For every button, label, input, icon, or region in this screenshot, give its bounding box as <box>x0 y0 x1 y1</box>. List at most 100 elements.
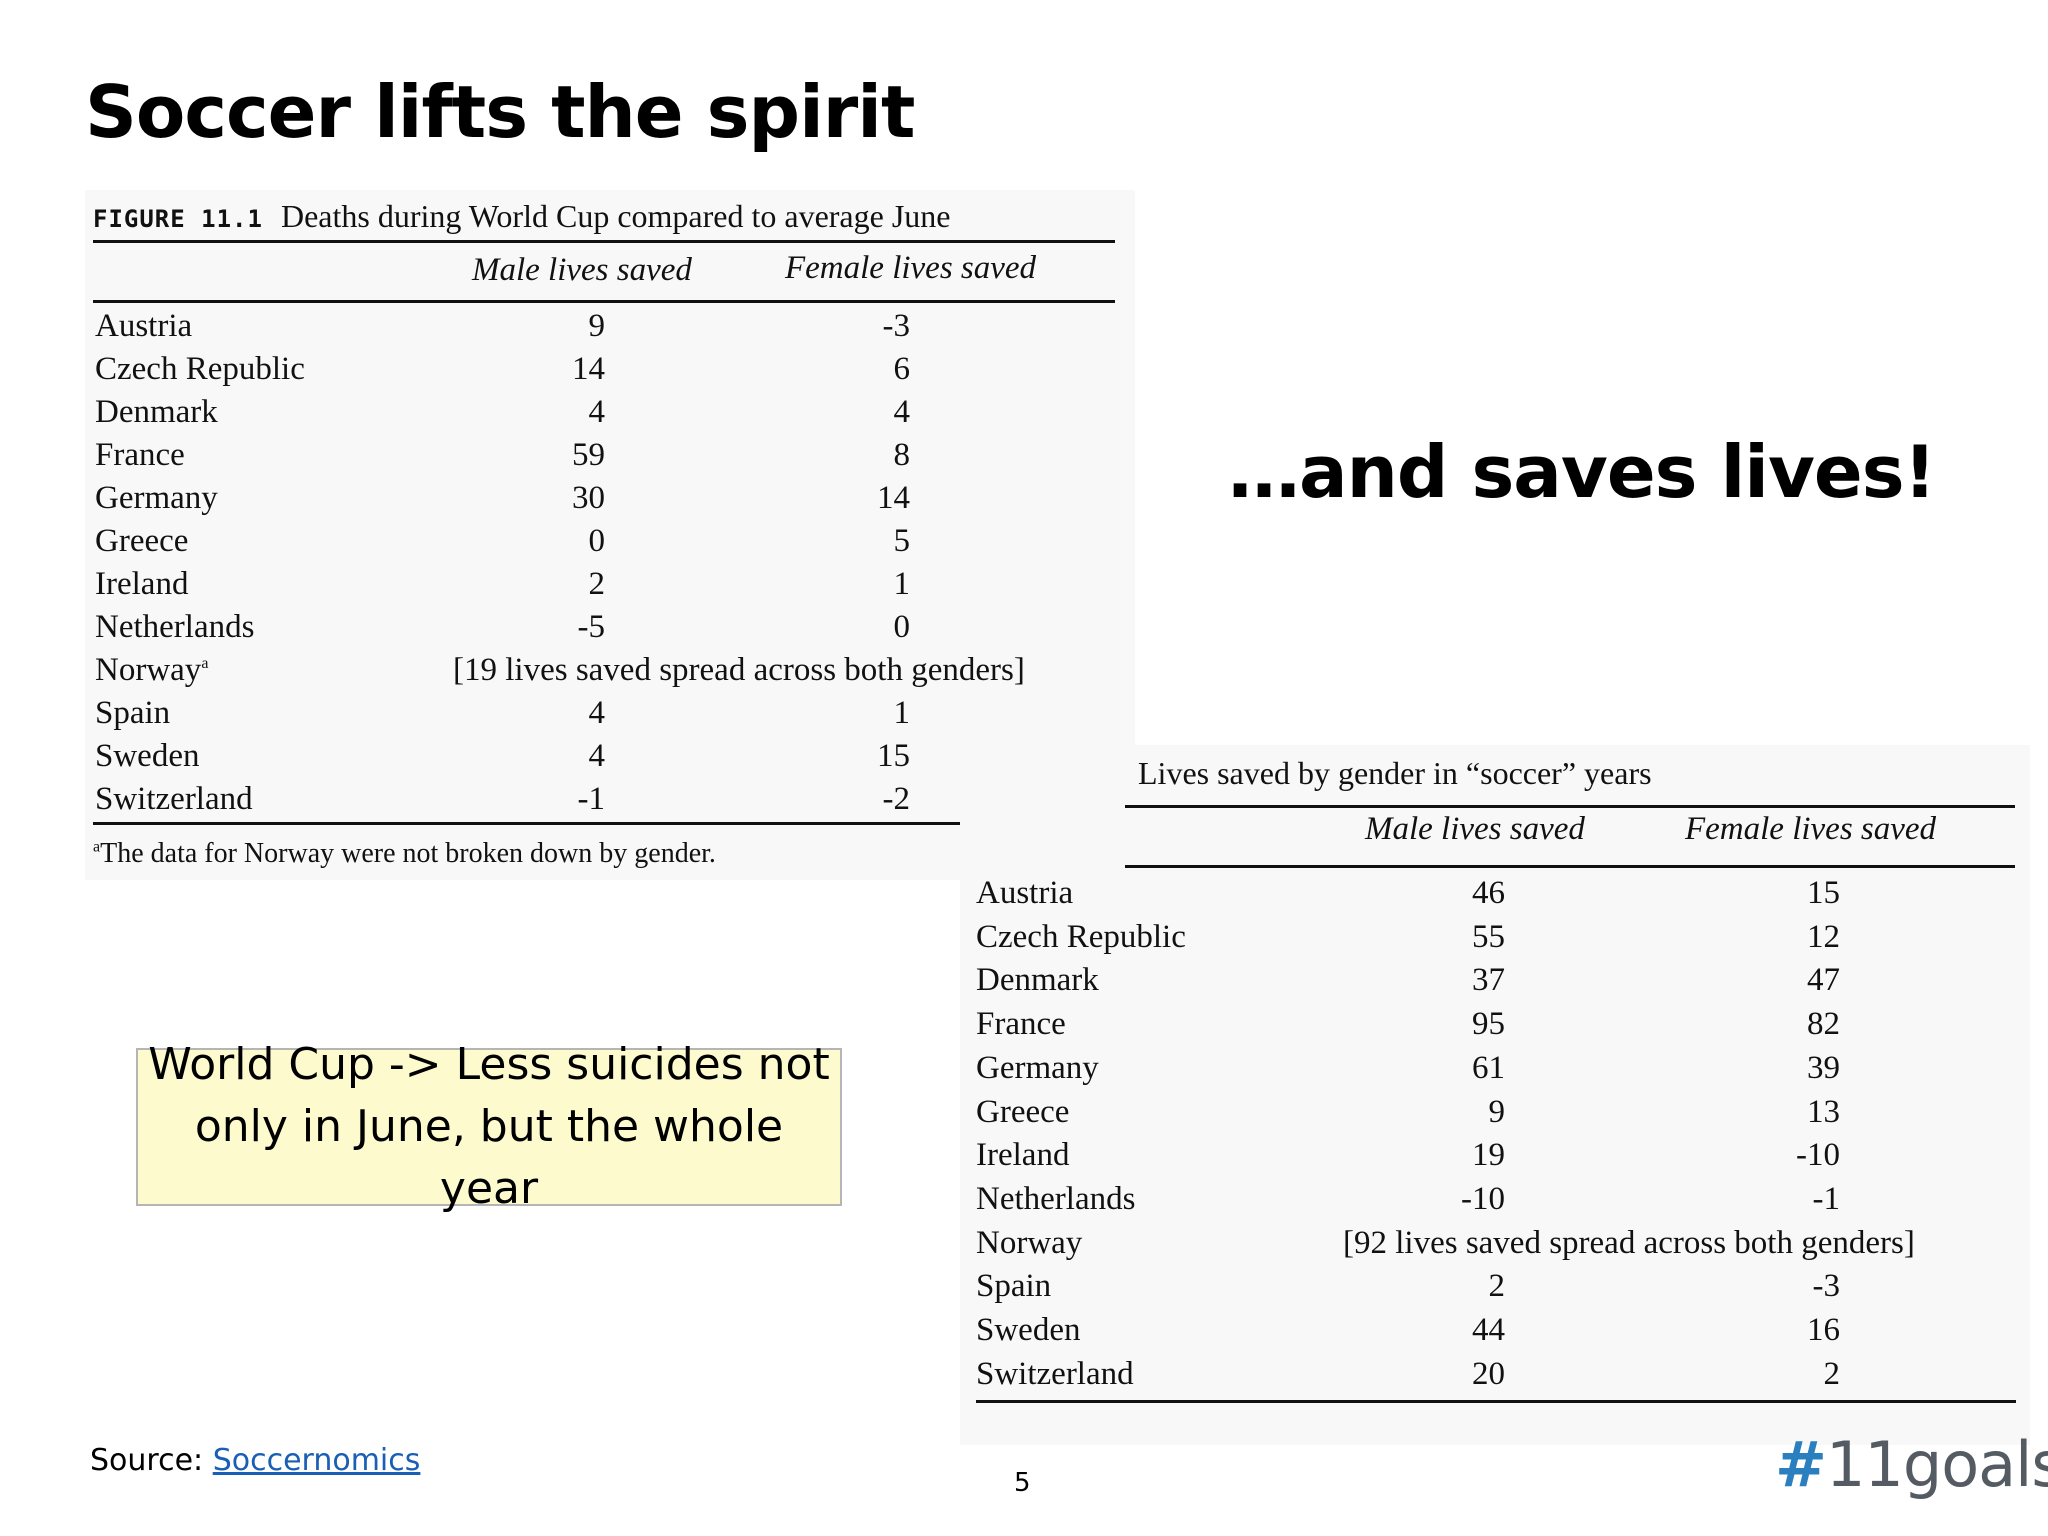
male-cell: 19 <box>1472 1137 1505 1174</box>
country-cell: Sweden <box>976 1312 1081 1348</box>
country-cell: Spain <box>976 1268 1052 1305</box>
country-cell-wrap: Norwaya <box>95 652 208 689</box>
table-row: Switzerland -1 -2 <box>85 781 1135 823</box>
male-cell: 14 <box>572 351 605 387</box>
country-cell: Germany <box>976 1049 1099 1086</box>
footnote-mark: a <box>201 655 209 672</box>
column-header-male: Male lives saved <box>1365 811 1585 847</box>
table-row: Denmark 4 4 <box>85 394 1135 436</box>
page-number: 5 <box>1014 1468 1031 1498</box>
female-cell: 1 <box>893 566 911 602</box>
male-cell: 37 <box>1472 962 1505 999</box>
country-cell: Germany <box>95 480 218 516</box>
female-cell: 15 <box>877 738 910 774</box>
country-cell: Czech Republic <box>976 918 1186 955</box>
footnote-mark: a <box>93 838 101 856</box>
female-cell: -2 <box>882 781 911 817</box>
spanning-cell: [19 lives saved spread across both gende… <box>453 652 1025 688</box>
footnote-text: The data for Norway were not broken down… <box>100 838 716 869</box>
male-cell: 4 <box>588 394 606 430</box>
country-cell: Denmark <box>976 962 1099 999</box>
source-line: Source: Soccernomics <box>90 1443 420 1478</box>
female-cell: 47 <box>1807 962 1840 999</box>
callout-box: World Cup -> Less suicides not only in J… <box>136 1039 842 1214</box>
table-row: Sweden 4 15 <box>85 738 1135 780</box>
female-cell: 16 <box>1807 1312 1840 1348</box>
male-cell: 0 <box>588 523 606 559</box>
country-cell: France <box>976 1006 1066 1043</box>
female-cell: 39 <box>1807 1049 1840 1086</box>
table-row: Czech Republic 14 6 <box>85 351 1135 393</box>
brand-logo: #11goals <box>1775 1428 2048 1501</box>
male-cell: -10 <box>1461 1180 1505 1217</box>
male-cell: 9 <box>1488 1093 1506 1130</box>
table-row: Switzerland 20 2 <box>960 1356 2030 1398</box>
spanning-cell: [92 lives saved spread across both gende… <box>1343 1224 1915 1261</box>
country-cell: Denmark <box>95 394 218 430</box>
female-cell: 12 <box>1807 918 1840 955</box>
male-cell: -1 <box>577 781 606 817</box>
country-cell: Ireland <box>976 1137 1070 1174</box>
table-row: Austria 46 15 <box>960 875 2030 917</box>
bottom-rule <box>93 822 1123 825</box>
female-cell: 4 <box>893 394 911 430</box>
female-cell: 15 <box>1807 875 1840 911</box>
soccer-years-table: Lives saved by gender in “soccer” years … <box>960 745 2030 1445</box>
caption-text: Deaths during World Cup compared to aver… <box>280 198 951 234</box>
male-cell: 4 <box>588 738 606 774</box>
table-row: Netherlands -5 0 <box>85 609 1135 651</box>
table-row: France 59 8 <box>85 437 1135 479</box>
top-rule <box>93 240 1115 243</box>
figure-label: FIGURE 11.1 <box>93 205 263 233</box>
table-row: Netherlands -10 -1 <box>960 1181 2030 1223</box>
country-cell: Netherlands <box>95 609 255 645</box>
country-cell: France <box>95 437 185 473</box>
brand-word: 11goals <box>1825 1428 2048 1501</box>
slide-title: Soccer lifts the spirit <box>85 70 915 154</box>
male-cell: 61 <box>1472 1049 1505 1086</box>
male-cell: 2 <box>1488 1268 1506 1305</box>
country-cell: Norway <box>976 1224 1083 1261</box>
table-row: Spain 2 -3 <box>960 1268 2030 1310</box>
table-row: Czech Republic 55 12 <box>960 919 2030 961</box>
table-row: Austria 9 -3 <box>85 308 1135 350</box>
male-cell: 46 <box>1472 875 1505 911</box>
country-cell: Ireland <box>95 566 189 602</box>
female-cell: 8 <box>893 437 911 473</box>
country-cell: Switzerland <box>976 1355 1134 1392</box>
country-cell: Switzerland <box>95 781 253 817</box>
male-cell: 95 <box>1472 1006 1505 1043</box>
country-cell: Norway <box>95 652 202 688</box>
table-row: Ireland 19 -10 <box>960 1137 2030 1179</box>
country-cell: Greece <box>95 523 189 559</box>
table-row: Spain 4 1 <box>85 695 1135 737</box>
source-link[interactable]: Soccernomics <box>212 1443 421 1478</box>
world-cup-june-table: FIGURE 11.1 Deaths during World Cup compa… <box>85 190 1135 880</box>
female-cell: -1 <box>1812 1180 1841 1217</box>
table-caption: Lives saved by gender in “soccer” years <box>1138 755 1652 791</box>
table-row: Denmark 37 47 <box>960 962 2030 1004</box>
male-cell: 4 <box>588 695 606 731</box>
female-cell: -3 <box>882 308 911 344</box>
column-header-female: Female lives saved <box>785 250 1037 286</box>
male-cell: 30 <box>572 480 605 516</box>
table-row: Ireland 2 1 <box>85 566 1135 608</box>
male-cell: 44 <box>1472 1312 1505 1348</box>
country-cell: Austria <box>976 875 1074 911</box>
column-header-female: Female lives saved <box>1685 811 1937 847</box>
table-caption: FIGURE 11.1 Deaths during World Cup compa… <box>93 198 950 235</box>
male-cell: 55 <box>1472 918 1505 955</box>
source-label: Source: <box>90 1443 213 1478</box>
male-cell: 9 <box>588 308 606 344</box>
male-cell: 59 <box>572 437 605 473</box>
country-cell: Greece <box>976 1093 1070 1130</box>
country-cell: Spain <box>95 695 171 731</box>
female-cell: -3 <box>1812 1268 1841 1305</box>
female-cell: 13 <box>1807 1093 1840 1130</box>
table-row: France 95 82 <box>960 1006 2030 1048</box>
table-row: Germany 61 39 <box>960 1050 2030 1092</box>
female-cell: 14 <box>877 480 910 516</box>
female-cell: 6 <box>893 351 911 387</box>
table-row: Greece 9 13 <box>960 1094 2030 1136</box>
header-rule <box>93 300 1115 303</box>
